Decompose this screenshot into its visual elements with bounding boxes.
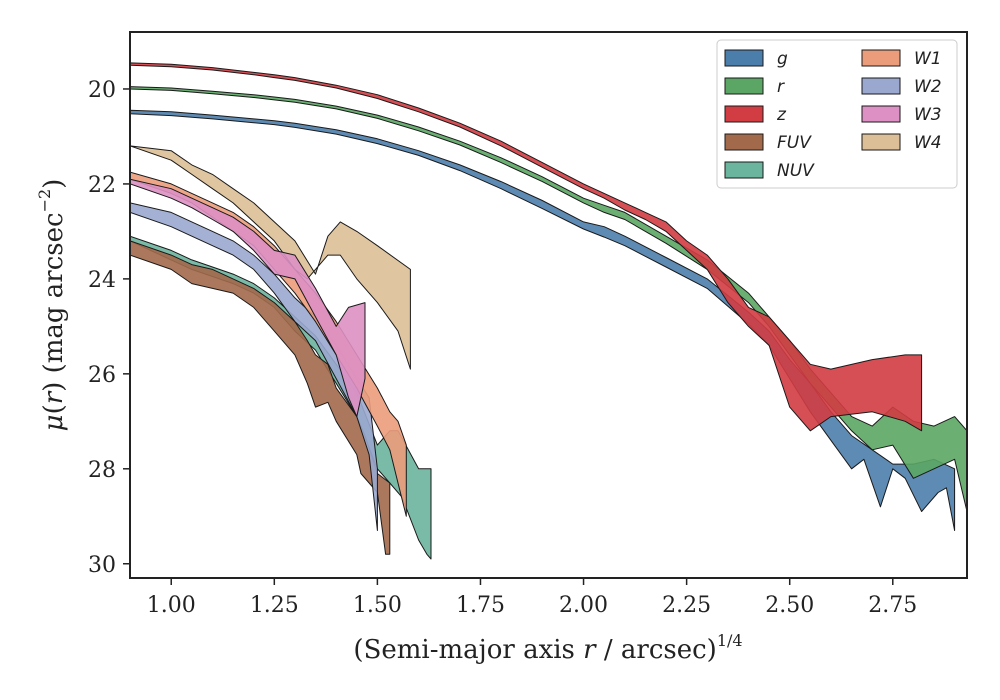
y-tick-label: 26 [88, 363, 116, 388]
legend: grz FUV NUV W1 W2 W3 W4 [716, 39, 958, 189]
x-axis-label: (Semi-major axis r / arcsec)1/4 [353, 631, 742, 665]
band-g [130, 109, 956, 531]
legend-label-w3: W3 [914, 105, 942, 125]
y-axis-label-func: μ [39, 414, 69, 431]
band-w4 [130, 145, 411, 370]
y-tick-label: 22 [88, 173, 116, 198]
legend-swatch-w1 [861, 49, 901, 67]
legend-label-z: z [776, 105, 787, 125]
x-axis-label-post: / arcsec) [596, 635, 717, 665]
x-tick-label: 1.50 [353, 593, 402, 618]
y-axis-label-end: ) [39, 179, 69, 189]
y-tick-label: 20 [88, 78, 116, 103]
x-tick-label: 1.25 [250, 593, 299, 618]
legend-label-r: r [777, 77, 785, 97]
legend-swatch-w3 [861, 105, 901, 123]
x-axis-label-sup: 1/4 [717, 631, 743, 650]
legend-swatch-w4 [861, 133, 901, 151]
y-tick-label: 28 [88, 458, 116, 483]
x-tick-label: 2.00 [559, 593, 608, 618]
y-tick-label: 24 [88, 268, 116, 293]
x-axis-label-var: r [583, 635, 597, 665]
legend-label-fuv: FUV [777, 133, 812, 153]
legend-label-w4: W4 [914, 133, 942, 153]
legend-label-g: g [777, 49, 788, 69]
legend-swatch-w2 [861, 77, 901, 95]
y-axis-label-open: ( [39, 404, 69, 414]
y-axis-label-sup: −2 [35, 189, 54, 213]
legend-label-w2: W2 [914, 77, 942, 97]
band-areas [130, 62, 967, 560]
legend-label-w1: W1 [914, 49, 942, 69]
y-axis-label-close: ) (mag arcsec [39, 212, 69, 391]
band-r [130, 86, 967, 512]
y-axis-label: μ(r) (mag arcsec−2) [35, 179, 69, 432]
y-axis-label-var: r [39, 390, 69, 404]
axis-ticks: 1.00 1.25 1.50 1.75 2.00 2.25 2.50 2.75 20 22 24 26… [88, 78, 917, 618]
band-z [130, 62, 923, 432]
x-tick-label: 1.75 [456, 593, 505, 618]
x-tick-label: 2.50 [765, 593, 814, 618]
x-tick-label: 2.25 [662, 593, 711, 618]
legend-label-nuv: NUV [777, 161, 815, 181]
legend-swatch-g [724, 49, 764, 67]
band-w3 [130, 178, 366, 418]
band-w2 [130, 202, 378, 531]
x-tick-label: 2.75 [868, 593, 917, 618]
plot-frame [129, 31, 968, 579]
band-fuv [130, 240, 391, 555]
x-axis-label-pre: (Semi-major axis [353, 635, 583, 665]
legend-swatch-nuv [724, 161, 764, 179]
x-tick-label: 1.00 [147, 593, 196, 618]
legend-swatch-z [724, 105, 764, 123]
legend-swatch-fuv [724, 133, 764, 151]
legend-box [716, 39, 958, 189]
legend-swatch-r [724, 77, 764, 95]
y-tick-label: 30 [88, 553, 116, 578]
